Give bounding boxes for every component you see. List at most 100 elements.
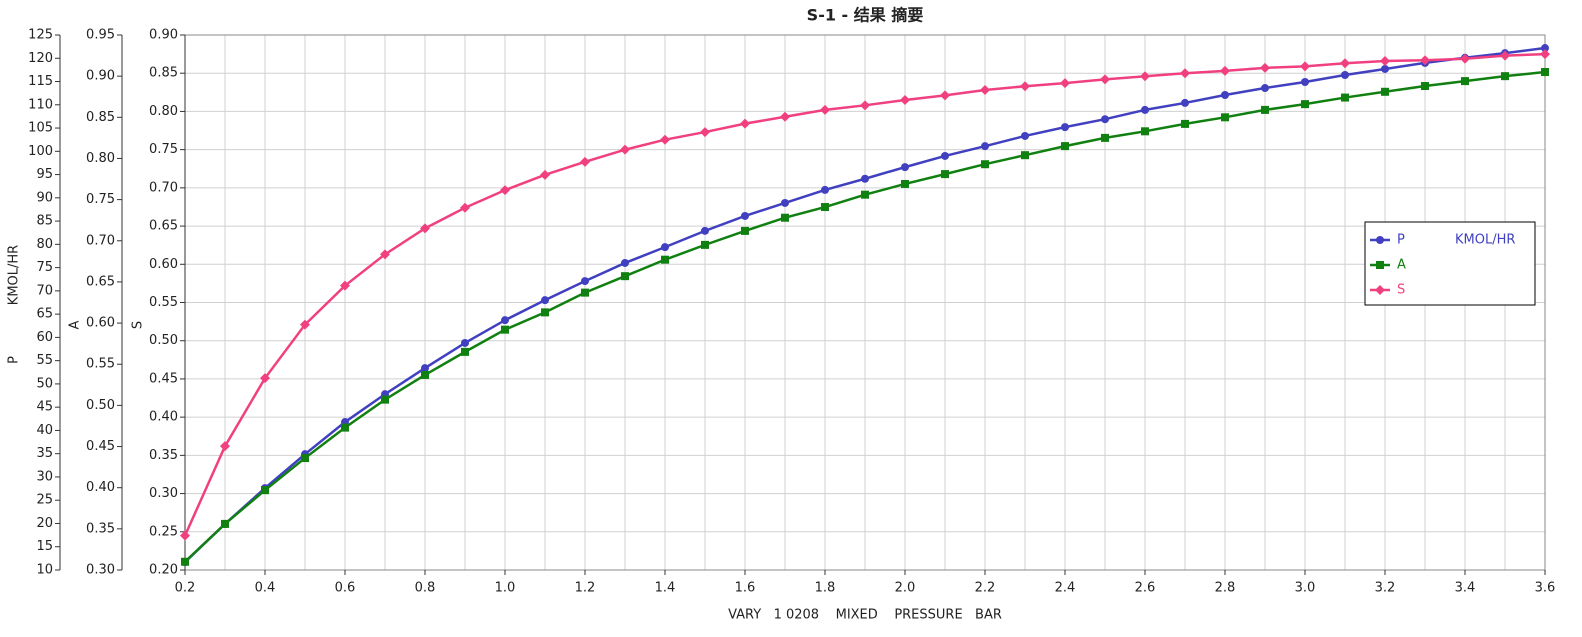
- data-point: [541, 296, 549, 305]
- y-axis-label: P: [7, 356, 22, 364]
- y3-tick-label: 0.85: [149, 66, 178, 81]
- data-point: [1460, 53, 1470, 64]
- data-point: [701, 226, 709, 235]
- data-point: [621, 258, 629, 267]
- data-point: [1221, 113, 1229, 122]
- y-tick-label: 40: [36, 423, 53, 438]
- y2-tick-label: 0.80: [86, 151, 115, 166]
- y3-tick-label: 0.70: [149, 180, 178, 195]
- data-point: [300, 319, 310, 330]
- data-point: [820, 104, 830, 115]
- y2-tick-label: 0.65: [86, 274, 115, 289]
- data-point: [540, 169, 550, 180]
- y2-tick-label: 0.95: [86, 28, 115, 43]
- x-tick-label: 2.2: [975, 581, 996, 596]
- data-point: [1381, 87, 1389, 96]
- y-tick-label: 110: [28, 97, 53, 112]
- x-tick-label: 1.0: [495, 581, 516, 596]
- y3-tick-label: 0.90: [149, 28, 178, 43]
- data-point: [1340, 58, 1350, 69]
- y-tick-label: 75: [36, 260, 53, 275]
- data-point: [1141, 127, 1149, 136]
- data-point: [1500, 50, 1510, 61]
- data-point: [1461, 77, 1469, 86]
- y-tick-label: 85: [36, 214, 53, 229]
- x-tick-label: 0.8: [415, 581, 436, 596]
- data-point: [1140, 71, 1150, 82]
- data-point: [421, 364, 429, 373]
- data-point: [740, 118, 750, 129]
- data-point: [741, 211, 749, 220]
- x-tick-label: 1.8: [815, 581, 836, 596]
- data-point: [741, 226, 749, 235]
- x-tick-label: 1.6: [735, 581, 756, 596]
- legend-unit: KMOL/HR: [1455, 233, 1515, 248]
- data-point: [1060, 78, 1070, 89]
- y3-tick-label: 0.50: [149, 333, 178, 348]
- x-tick-label: 2.8: [1215, 581, 1236, 596]
- data-point: [1021, 131, 1029, 140]
- y2-tick-label: 0.30: [86, 563, 115, 578]
- legend-marker: [1376, 236, 1384, 244]
- data-point: [901, 179, 909, 188]
- data-point: [1501, 72, 1509, 81]
- y2-tick-label: 0.60: [86, 316, 115, 331]
- data-point: [260, 373, 270, 384]
- data-point: [381, 395, 389, 404]
- y-tick-label: 15: [36, 539, 53, 554]
- legend-box: [1364, 221, 1536, 306]
- y2-tick-label: 0.35: [86, 521, 115, 536]
- data-point: [1420, 55, 1430, 66]
- data-point: [1020, 81, 1030, 92]
- data-point: [461, 338, 469, 347]
- data-point: [580, 156, 590, 167]
- legend-marker: [1375, 285, 1385, 295]
- y2-tick-label: 0.45: [86, 439, 115, 454]
- data-point: [341, 423, 349, 432]
- y3-tick-label: 0.80: [149, 104, 178, 119]
- y-tick-label: 125: [28, 28, 53, 43]
- data-point: [181, 557, 189, 566]
- data-point: [1540, 49, 1550, 60]
- data-point: [380, 249, 390, 260]
- data-point: [340, 280, 350, 291]
- data-point: [460, 202, 470, 213]
- data-point: [861, 174, 869, 183]
- data-point: [301, 454, 309, 463]
- data-point: [1101, 133, 1109, 142]
- x-tick-label: 1.4: [655, 581, 676, 596]
- data-point: [821, 203, 829, 212]
- y-tick-label: 105: [28, 121, 53, 136]
- data-point: [661, 243, 669, 252]
- data-point: [1341, 93, 1349, 102]
- data-point: [781, 213, 789, 222]
- y3-tick-label: 0.20: [149, 563, 178, 578]
- data-point: [1061, 123, 1069, 132]
- data-point: [501, 316, 509, 325]
- data-point: [1221, 91, 1229, 100]
- data-point: [1220, 65, 1230, 76]
- data-point: [1261, 84, 1269, 93]
- data-point: [701, 240, 709, 249]
- data-point: [1260, 62, 1270, 73]
- x-tick-label: 2.4: [1055, 581, 1076, 596]
- data-point: [420, 223, 430, 234]
- y3-tick-label: 0.65: [149, 219, 178, 234]
- legend-label: P: [1397, 233, 1405, 248]
- y-tick-label: 80: [36, 237, 53, 252]
- y-tick-label: 10: [36, 563, 53, 578]
- y3-tick-label: 0.60: [149, 257, 178, 272]
- y2-tick-label: 0.85: [86, 110, 115, 125]
- x-tick-label: 2.6: [1135, 581, 1156, 596]
- x-tick-label: 3.0: [1295, 581, 1316, 596]
- data-point: [261, 486, 269, 495]
- y-tick-label: 60: [36, 330, 53, 345]
- y-tick-label: 35: [36, 446, 53, 461]
- y3-tick-label: 0.25: [149, 524, 178, 539]
- data-point: [1541, 44, 1549, 53]
- chart-title: S-1 - 结果 摘要: [807, 6, 924, 25]
- data-point: [980, 85, 990, 96]
- x-axis-label: VARY 1 0208 MIXED PRESSURE BAR: [728, 608, 1002, 623]
- data-point: [421, 370, 429, 379]
